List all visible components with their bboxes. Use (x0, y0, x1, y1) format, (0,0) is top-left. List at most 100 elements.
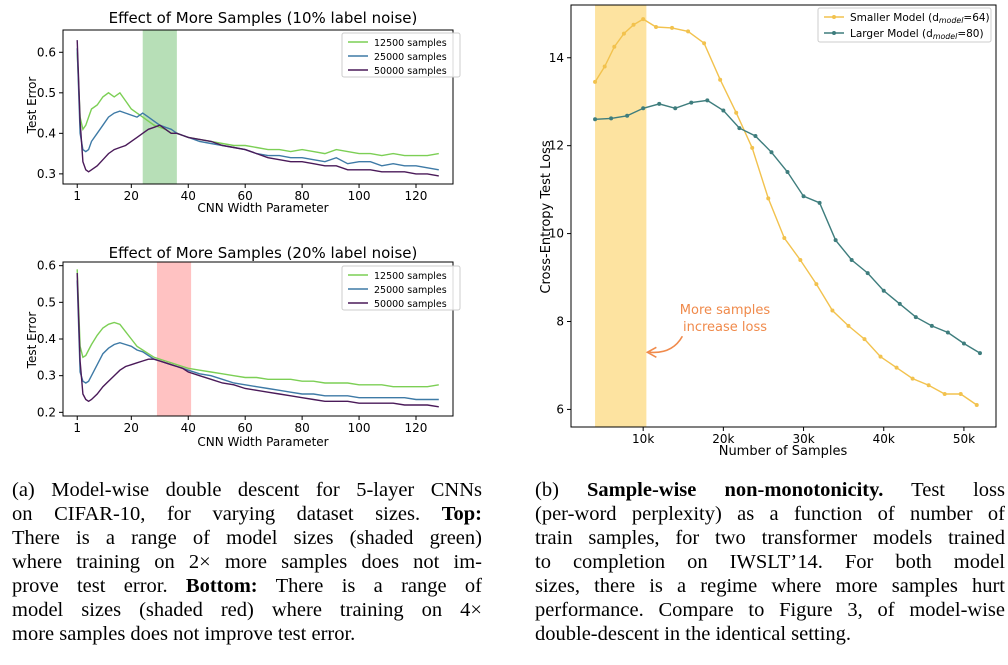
series-point-0 (612, 44, 617, 49)
legend-label-subscript: model (933, 32, 958, 41)
series-point-0 (846, 323, 851, 328)
series-line-0 (594, 18, 978, 406)
y-tick-label: 0.3 (37, 369, 56, 383)
caption-b-line: to completion on IWSLT’14. For both mode… (535, 551, 1005, 573)
legend-label: 50000 samples (374, 299, 447, 310)
series-point-0 (878, 354, 883, 359)
series-point-1 (753, 133, 758, 138)
y-tick-label: 12 (549, 139, 564, 153)
series-point-1 (705, 98, 710, 103)
shaded-region (595, 5, 647, 427)
series-point-1 (673, 106, 678, 111)
legend-label-suffix: =80) (957, 28, 983, 40)
series-point-1 (945, 330, 950, 335)
series-point-1 (897, 301, 902, 306)
annotation-arrowhead (645, 346, 657, 358)
x-tick-label: 120 (405, 189, 428, 203)
series-point-0 (654, 24, 658, 29)
x-tick-label: 40 (181, 189, 196, 203)
series-point-1 (913, 315, 918, 320)
caption-a-bottom-bold: Bottom: (185, 575, 258, 597)
chart-20pct-noise: Effect of More Samples (20% label noise)… (25, 244, 461, 449)
x-tick-label: 40k (873, 432, 895, 446)
caption-b-line: train samples, for two transformer model… (535, 527, 1005, 549)
y-tick-label: 0.6 (37, 259, 56, 273)
series-point-1 (657, 101, 662, 106)
y-tick-label: 14 (549, 51, 564, 65)
caption-a-line: There is a range of model sizes (shaded … (12, 527, 482, 549)
caption-b-line: (b) Sample-wise non-monotonicity. Test l… (535, 479, 1006, 501)
y-tick-label: 0.4 (37, 126, 56, 140)
legend-label-name: Larger Model (d (850, 28, 933, 40)
series-point-0 (670, 25, 675, 30)
series-point-0 (830, 308, 835, 313)
caption-b: (b) Sample-wise non-monotonicity. Test l… (535, 478, 1005, 646)
x-axis-label: CNN Width Parameter (197, 201, 328, 215)
legend-box (341, 265, 461, 311)
x-tick-label: 1 (73, 421, 81, 435)
series-point-0 (782, 235, 787, 240)
series-point-0 (621, 31, 626, 36)
figure-canvas: Effect of More Samples (10% label noise)… (25, 4, 997, 459)
x-tick-label: 20 (124, 421, 139, 435)
caption-a-line: prove test error. Bottom: There is a ran… (12, 575, 483, 597)
y-axis-label: Test Error (25, 312, 39, 370)
series-point-1 (817, 200, 822, 205)
series-point-0 (974, 403, 979, 408)
legend-label-name: Smaller Model (d (850, 12, 939, 24)
legend-label: 12500 samples (374, 271, 447, 282)
series-line-1 (76, 280, 439, 401)
series-point-1 (977, 351, 982, 356)
x-axis-label: Number of Samples (719, 444, 848, 459)
x-tick-label: 60 (238, 189, 253, 203)
caption-a-line: (a) Model-wise double descent for 5-laye… (12, 479, 482, 501)
legend-label: 50000 samples (374, 66, 447, 77)
series-point-0 (942, 392, 947, 397)
x-tick-label: 50k (953, 432, 975, 446)
series-point-0 (734, 110, 739, 115)
x-axis-label: CNN Width Parameter (197, 435, 328, 449)
plot-frame (62, 29, 454, 185)
series-line-2 (76, 272, 439, 408)
x-tick-label: 100 (348, 421, 371, 435)
legend-label: 25000 samples (374, 285, 447, 296)
legend-label: 12500 samples (374, 38, 447, 49)
y-tick-label: 10 (549, 227, 564, 241)
annotation-arrow (649, 335, 684, 354)
chart-10pct-noise: Effect of More Samples (10% label noise)… (25, 9, 461, 215)
series-point-1 (721, 108, 726, 113)
series-point-1 (785, 170, 790, 175)
y-tick-label: 0.2 (37, 405, 56, 419)
shaded-region (142, 30, 177, 184)
series-point-0 (593, 79, 598, 84)
series-point-0 (926, 383, 931, 388)
series-point-0 (814, 282, 819, 287)
series-point-1 (769, 150, 774, 155)
y-tick-label: 6 (556, 402, 564, 416)
caption-a: (a) Model-wise double descent for 5-laye… (12, 478, 482, 646)
series-point-0 (862, 337, 867, 342)
y-tick-label: 0.6 (37, 45, 56, 59)
y-tick-label: 0.3 (37, 167, 56, 181)
shaded-region (156, 262, 192, 416)
legend-label: Larger Model (dmodel=80) (850, 28, 984, 41)
caption-a-top-bold: Top: (441, 503, 483, 525)
caption-a-line: model sizes (shaded red) where training … (12, 599, 482, 621)
caption-b-line: double-descent in the identical setting. (535, 623, 851, 645)
caption-b-title-bold: Sample-wise non-monotonicity. (587, 479, 884, 501)
series-line-0 (76, 269, 439, 388)
caption-a-line: where training on 2× more samples does n… (12, 551, 482, 573)
chart-title: Effect of More Samples (20% label noise) (109, 244, 418, 262)
series-point-0 (910, 376, 915, 381)
series-point-0 (686, 29, 691, 34)
x-tick-label: 10k (632, 432, 654, 446)
legend-label: 25000 samples (374, 52, 447, 63)
annotation-line-2: increase loss (683, 320, 767, 335)
series-point-0 (602, 64, 607, 69)
series-point-0 (798, 257, 803, 262)
legend-label-suffix: =64) (963, 12, 989, 24)
caption-b-line: performance. Compare to Figure 3, of mod… (535, 599, 1005, 621)
series-point-1 (881, 288, 886, 293)
legend-marker (832, 15, 836, 19)
caption-b-line: (per-word perplexity) as a function of n… (535, 503, 1005, 525)
